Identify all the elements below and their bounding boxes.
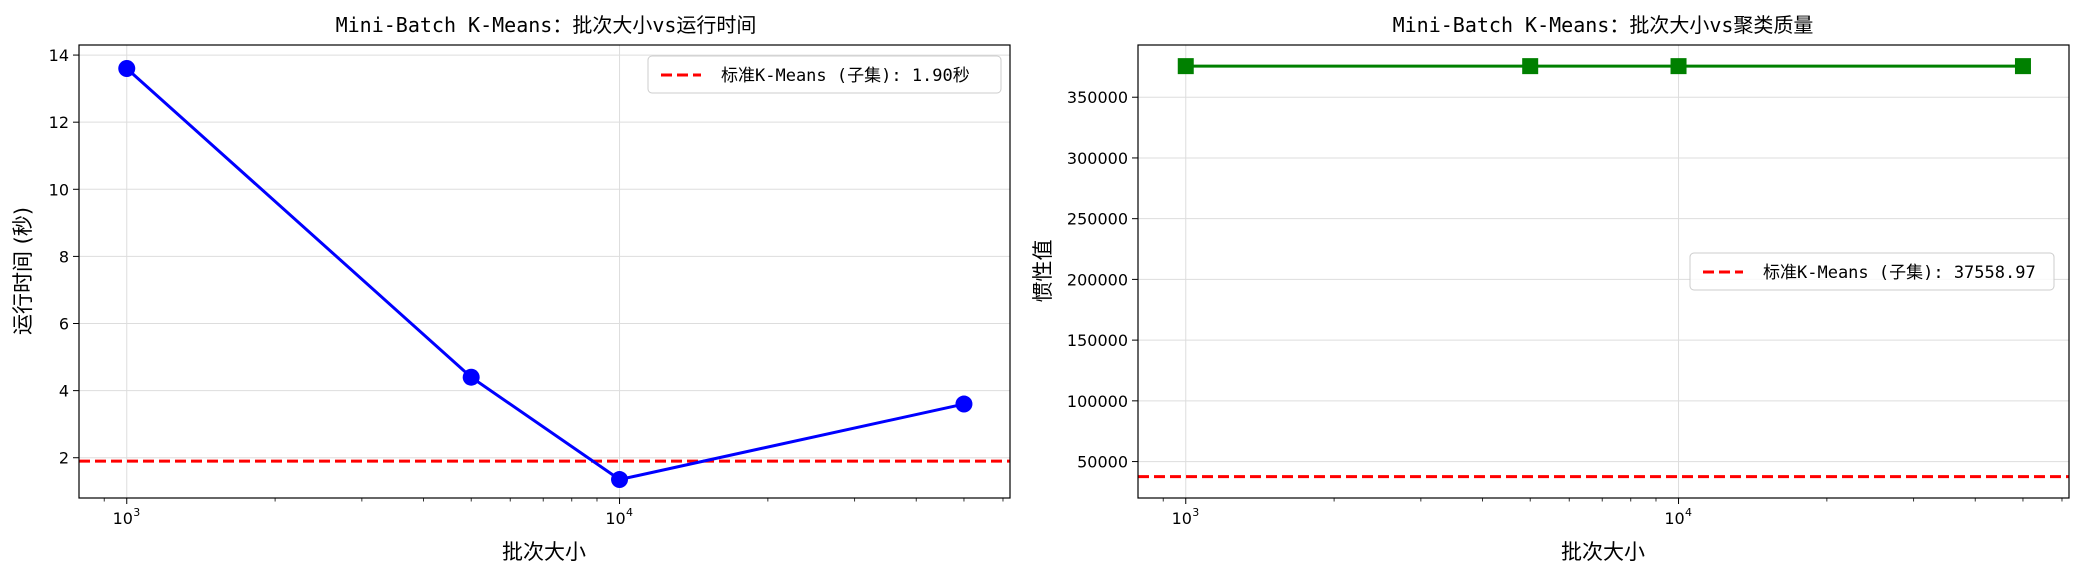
inertia-y-tick-label: 100000 [1067,392,1128,411]
runtime-x-tick-label: 10 [605,509,625,528]
runtime-grid [79,45,1010,498]
inertia-x-tick-exponent: 3 [1192,506,1199,519]
runtime-x-axis-label: 批次大小 [502,540,586,564]
inertia-chart-title: Mini-Batch K-Means：批次大小vs聚类质量 [1393,13,1814,37]
inertia-data-point [1670,58,1687,75]
runtime-x-tick-exponent: 3 [133,506,140,519]
inertia-data-point [1522,58,1539,75]
inertia-x-tick-label: 10 [1172,509,1192,528]
runtime-data-point [462,368,480,386]
runtime-chart: Mini-Batch K-Means：批次大小vs运行时间 2 4 6 8 10 12 14… [11,13,1011,564]
inertia-y-tick-label: 50000 [1077,453,1128,472]
runtime-y-tick-label: 14 [49,46,69,65]
inertia-ticks: 50000 100000 150000 200000 250000 300000 35000… [1067,88,2063,528]
inertia-legend-box [1689,252,2055,291]
inertia-y-axis-label: 惯性值 [1031,240,1055,303]
runtime-y-tick-label: 8 [59,247,69,266]
runtime-legend-label: 标准K-Means (子集): 1.90秒 [721,66,970,86]
inertia-y-tick-label: 150000 [1067,331,1128,350]
inertia-grid [1138,45,2069,498]
inertia-legend: 标准K-Means (子集): 37558.97 [1689,252,2055,291]
inertia-plot-frame [1137,44,2070,499]
runtime-plot-frame [78,44,1011,499]
inertia-series [1177,58,2031,75]
runtime-legend: 标准K-Means (子集): 1.90秒 [647,55,1002,94]
inertia-x-tick-label: 10 [1664,509,1684,528]
inertia-x-tick-exponent: 4 [1685,506,1692,519]
runtime-y-tick-label: 12 [49,113,69,132]
inertia-y-tick-label: 300000 [1067,149,1128,168]
runtime-data-point [118,59,136,77]
runtime-data-point [611,471,629,489]
runtime-y-axis-label: 运行时间 (秒) [11,207,35,335]
inertia-y-tick-label: 250000 [1067,210,1128,229]
runtime-y-tick-label: 2 [59,449,69,468]
runtime-series [118,59,973,489]
inertia-x-axis-label: 批次大小 [1561,540,1645,564]
runtime-y-tick-label: 10 [49,180,69,199]
inertia-chart: Mini-Batch K-Means：批次大小vs聚类质量 50000 10000… [1031,13,2070,564]
inertia-data-point [1177,58,1194,75]
runtime-data-point [955,395,973,413]
runtime-y-tick-label: 4 [59,382,69,401]
inertia-y-tick-label: 350000 [1067,88,1128,107]
runtime-series-line [125,67,965,482]
runtime-y-tick-label: 6 [59,315,69,334]
inertia-data-point [2014,58,2031,75]
inertia-legend-label: 标准K-Means (子集): 37558.97 [1763,263,2036,283]
runtime-x-tick-label: 10 [113,509,133,528]
runtime-chart-title: Mini-Batch K-Means：批次大小vs运行时间 [336,13,757,37]
runtime-legend-box [647,55,1002,94]
inertia-y-tick-label: 200000 [1067,270,1128,289]
runtime-x-tick-exponent: 4 [626,506,633,519]
